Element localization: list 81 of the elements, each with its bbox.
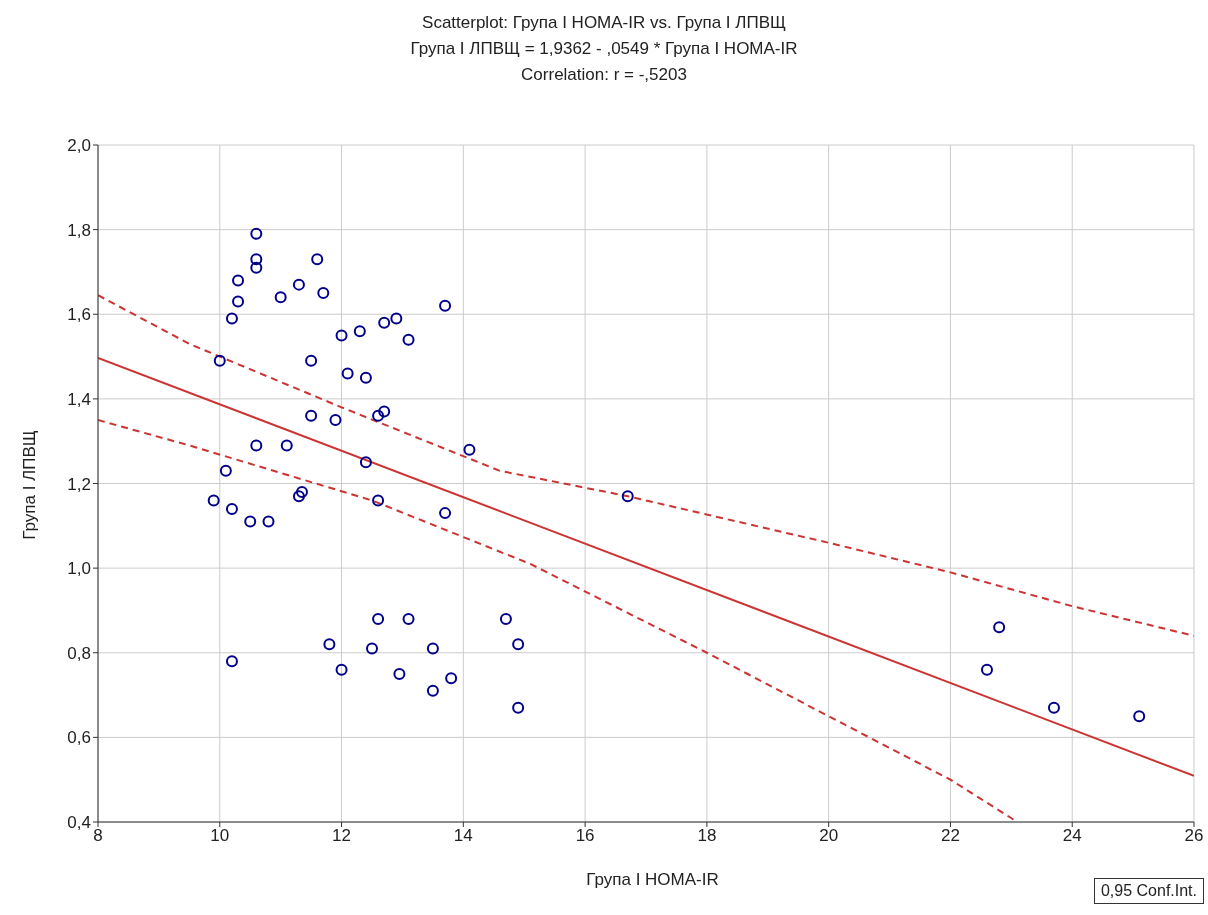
- point: [445, 672, 458, 685]
- point: [390, 312, 403, 325]
- x-tick-label: 22: [940, 826, 960, 846]
- point: [993, 621, 1006, 634]
- x-tick-label: 16: [575, 826, 595, 846]
- x-tick-label: 20: [819, 826, 839, 846]
- point: [292, 278, 305, 291]
- y-tick-label: 0,8: [67, 643, 91, 663]
- point: [335, 663, 348, 676]
- point: [1133, 710, 1146, 723]
- point: [232, 295, 245, 308]
- point: [378, 316, 391, 329]
- point: [359, 371, 372, 384]
- x-tick-label: 12: [332, 826, 352, 846]
- y-tick-label: 0,6: [67, 728, 91, 748]
- point: [225, 312, 238, 325]
- y-tick-label: 2,0: [67, 136, 91, 156]
- point: [980, 663, 993, 676]
- point: [323, 638, 336, 651]
- point: [244, 515, 257, 528]
- point: [305, 354, 318, 367]
- point: [372, 494, 385, 507]
- point: [402, 612, 415, 625]
- x-tick-label: 10: [210, 826, 230, 846]
- chart-title: Scatterplot: Група I HOMA-IR vs. Група I ЛПВЩ: [421, 12, 787, 34]
- point: [341, 367, 354, 380]
- point: [207, 494, 220, 507]
- point: [250, 253, 263, 266]
- point: [378, 405, 391, 418]
- y-axis-title: Група I ЛПВЩ: [20, 430, 40, 540]
- point: [353, 325, 366, 338]
- x-tick-label: 14: [453, 826, 473, 846]
- x-tick-label: 24: [1062, 826, 1082, 846]
- y-tick-label: 0,4: [67, 813, 91, 833]
- y-tick-label: 1,0: [67, 559, 91, 579]
- point: [359, 456, 372, 469]
- x-tick-label: 18: [697, 826, 717, 846]
- point: [225, 655, 238, 668]
- point: [329, 414, 342, 427]
- point: [426, 684, 439, 697]
- point: [262, 515, 275, 528]
- point: [499, 612, 512, 625]
- point: [292, 490, 305, 503]
- point: [463, 443, 476, 456]
- x-tick-label: 8: [93, 826, 103, 846]
- point: [232, 274, 245, 287]
- point: [250, 261, 263, 274]
- y-tick-label: 1,4: [67, 389, 91, 409]
- point: [393, 667, 406, 680]
- y-tick-label: 1,8: [67, 220, 91, 240]
- point: [225, 502, 238, 515]
- point: [1047, 701, 1060, 714]
- y-tick-label: 1,2: [67, 474, 91, 494]
- point: [402, 333, 415, 346]
- line-series: [98, 294, 1194, 637]
- point: [295, 485, 308, 498]
- text: Correlation: r = -,5203: [520, 64, 688, 86]
- point: [250, 227, 263, 240]
- point: [335, 329, 348, 342]
- point: [372, 409, 385, 422]
- point: [621, 490, 634, 503]
- y-tick-label: 1,6: [67, 305, 91, 325]
- point: [219, 464, 232, 477]
- text: 0,95 Conf.Int.: [1093, 878, 1204, 904]
- point: [274, 291, 287, 304]
- point: [512, 638, 525, 651]
- x-axis-title: Група I HOMA-IR: [586, 870, 719, 889]
- point: [426, 642, 439, 655]
- point: [305, 409, 318, 422]
- point: [439, 299, 452, 312]
- point: [213, 354, 226, 367]
- point: [311, 253, 324, 266]
- chart-subtitle: Група I ЛПВЩ = 1,9362 - ,0549 * Група I HOMA-IR: [409, 38, 799, 60]
- point: [250, 439, 263, 452]
- x-tick-label: 26: [1184, 826, 1204, 846]
- point: [512, 701, 525, 714]
- point: [317, 287, 330, 300]
- point: [366, 642, 378, 655]
- point: [372, 612, 385, 625]
- point: [280, 439, 293, 452]
- point: [439, 507, 452, 520]
